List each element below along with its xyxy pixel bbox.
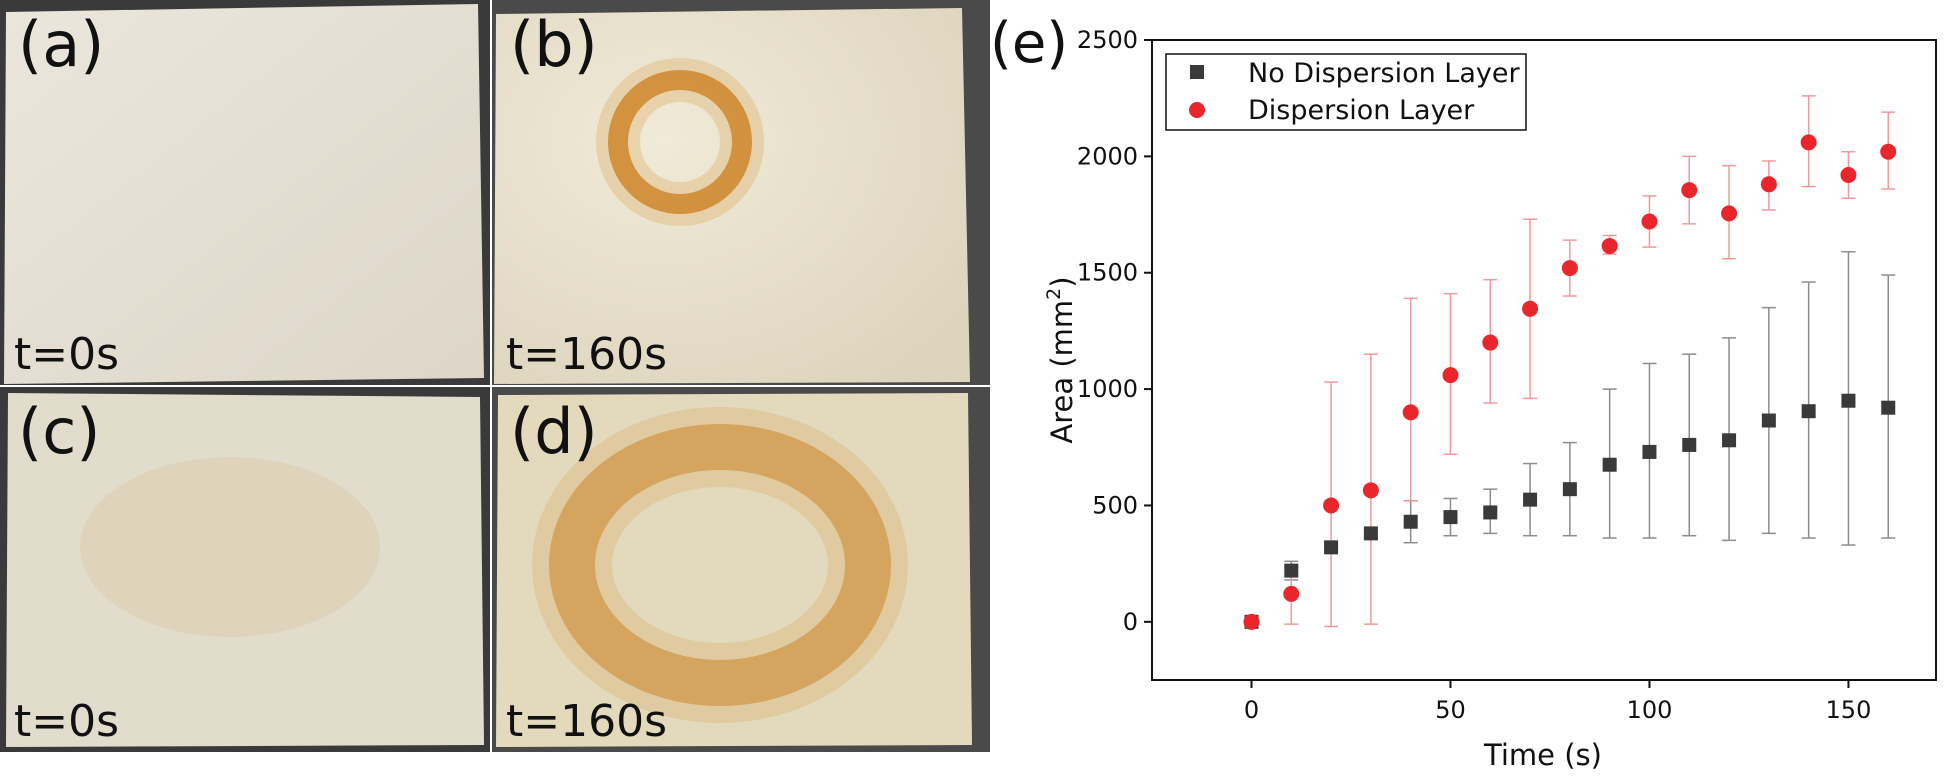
point-dispersion	[1522, 300, 1539, 317]
fabric-sample-a	[0, 0, 490, 385]
data-points	[1243, 134, 1897, 630]
point-dispersion	[1561, 260, 1578, 277]
error-bars	[1284, 95, 1896, 628]
stain-ring-b	[608, 70, 752, 214]
fabric-sample-d	[492, 387, 990, 752]
fabric-sample-c	[0, 387, 490, 752]
legend-box	[1165, 53, 1527, 131]
photo-panel-b: (b) t=160s	[492, 0, 990, 385]
point-no-dispersion	[1682, 437, 1697, 452]
point-dispersion	[1482, 334, 1499, 351]
point-dispersion	[1601, 237, 1618, 254]
time-label-a: t=0s	[14, 329, 120, 380]
point-dispersion	[1800, 134, 1817, 151]
point-no-dispersion	[1324, 540, 1339, 555]
point-dispersion	[1721, 205, 1738, 222]
x-axis-title: Time (s)	[1483, 738, 1602, 772]
x-tick-label: 50	[1435, 696, 1466, 724]
panel-label-e: (e)	[990, 11, 1068, 76]
legend-marker-dispersion	[1189, 102, 1205, 118]
point-no-dispersion	[1801, 404, 1816, 419]
point-dispersion	[1840, 166, 1857, 183]
y-axis: 0 500 1000 1500 2000 2500	[1077, 26, 1152, 636]
point-dispersion	[1283, 585, 1300, 602]
point-no-dispersion	[1284, 563, 1299, 578]
photo-panel-d: (d) t=160s	[492, 387, 990, 752]
point-no-dispersion	[1722, 433, 1737, 448]
point-no-dispersion	[1881, 400, 1896, 415]
point-no-dispersion	[1443, 510, 1458, 525]
time-label-d: t=160s	[506, 696, 668, 747]
point-dispersion	[1402, 404, 1419, 421]
x-axis: 0 50 100 150	[1244, 680, 1872, 724]
point-dispersion	[1243, 613, 1260, 630]
photo-panel-a: (a) t=0s	[0, 0, 490, 385]
plot-frame	[1151, 39, 1937, 681]
y-tick-label: 500	[1092, 491, 1138, 519]
y-tick-label: 2000	[1077, 142, 1138, 170]
photo-panel-c: (c) t=0s	[0, 387, 490, 752]
time-label-c: t=0s	[14, 696, 120, 747]
point-dispersion	[1880, 143, 1897, 160]
point-dispersion	[1362, 482, 1379, 499]
stain-ring-d	[549, 424, 891, 706]
point-dispersion	[1760, 176, 1777, 193]
point-no-dispersion	[1642, 444, 1657, 459]
point-no-dispersion	[1761, 413, 1776, 428]
x-tick-label: 100	[1627, 696, 1673, 724]
point-no-dispersion	[1523, 492, 1538, 507]
panel-label-c: (c)	[18, 395, 101, 468]
y-tick-label: 0	[1123, 608, 1138, 636]
legend-label-dispersion: Dispersion Layer	[1248, 95, 1475, 126]
legend: No Dispersion Layer Dispersion Layer	[1165, 53, 1527, 131]
x-tick-label: 0	[1244, 696, 1259, 724]
panel-label-b: (b)	[510, 8, 598, 81]
point-no-dispersion	[1483, 505, 1498, 520]
time-label-b: t=160s	[506, 329, 668, 380]
point-dispersion	[1641, 213, 1658, 230]
y-axis-title: Area (mm2)	[1043, 276, 1079, 443]
y-tick-label: 2500	[1077, 26, 1138, 54]
point-dispersion	[1442, 367, 1459, 384]
point-no-dispersion	[1403, 514, 1418, 529]
point-no-dispersion	[1363, 526, 1378, 541]
point-no-dispersion	[1841, 393, 1856, 408]
fabric-sample-b	[492, 0, 990, 385]
y-tick-label: 1000	[1077, 375, 1138, 403]
point-dispersion	[1323, 497, 1340, 514]
y-tick-label: 1500	[1077, 259, 1138, 287]
panel-label-d: (d)	[510, 395, 598, 468]
legend-marker-no-dispersion	[1190, 65, 1204, 79]
panel-label-a: (a)	[18, 8, 105, 81]
point-dispersion	[1681, 182, 1698, 199]
point-no-dispersion	[1602, 457, 1617, 472]
x-tick-label: 150	[1826, 696, 1872, 724]
legend-label-no-dispersion: No Dispersion Layer	[1248, 58, 1520, 89]
point-no-dispersion	[1562, 482, 1577, 497]
